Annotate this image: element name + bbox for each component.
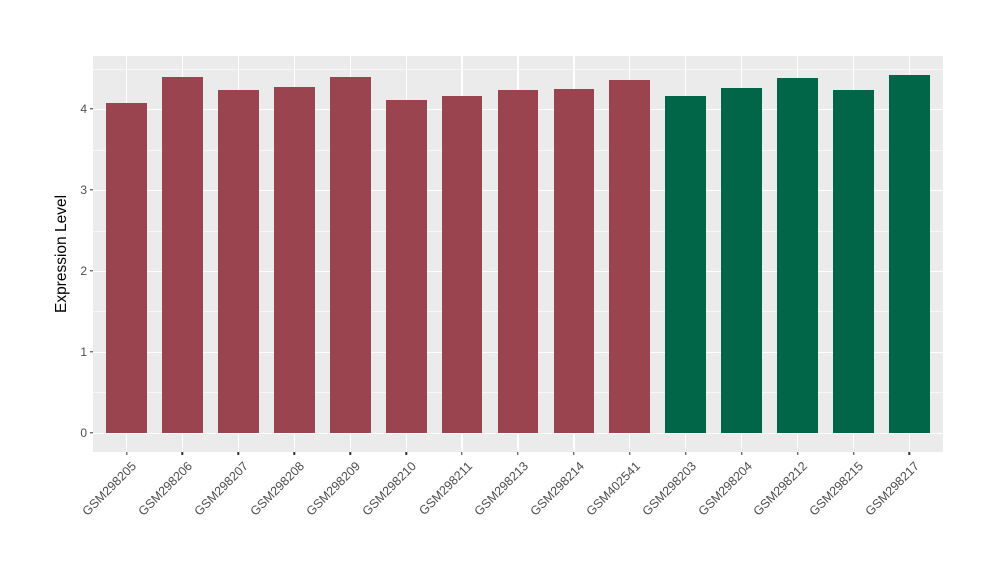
y-tick-label: 0 — [80, 425, 87, 440]
bar-gsm298213 — [497, 90, 539, 433]
bar-gsm298214 — [553, 88, 595, 433]
y-tick-label: 1 — [80, 344, 87, 359]
x-tick-mark — [181, 452, 184, 455]
bar-gsm298209 — [329, 77, 371, 433]
x-tick-mark — [125, 452, 128, 455]
x-tick-label-gsm298212: GSM298212 — [750, 459, 811, 519]
x-tick-mark — [908, 452, 911, 455]
x-tick-mark — [461, 452, 463, 455]
x-tick-label-gsm298209: GSM298209 — [303, 459, 364, 519]
y-tick-mark — [90, 432, 93, 434]
y-tick-label: 2 — [80, 264, 87, 278]
x-tick-label-gsm298215: GSM298215 — [806, 459, 867, 519]
y-tick-label: 4 — [80, 102, 87, 117]
x-tick-label-gsm298208: GSM298208 — [247, 459, 308, 519]
bar-gsm298215 — [833, 89, 874, 433]
x-tick-label-gsm298207: GSM298207 — [191, 459, 252, 519]
y-tick-mark — [90, 108, 93, 110]
x-tick-label-gsm298214: GSM298214 — [527, 459, 587, 519]
x-tick-label-gsm298205: GSM298205 — [79, 459, 140, 519]
bar-gsm298208 — [273, 87, 315, 433]
x-tick-mark — [852, 452, 855, 455]
x-tick-label-gsm298210: GSM298210 — [359, 459, 420, 519]
x-tick-label-gsm402541: GSM402541 — [583, 459, 643, 519]
plot-panel — [93, 56, 943, 452]
y-tick-mark — [90, 270, 93, 272]
x-tick-label-gsm298211: GSM298211 — [416, 459, 475, 518]
y-tick-label: 3 — [80, 183, 87, 198]
bar-gsm298207 — [217, 90, 259, 433]
x-tick-mark — [517, 452, 519, 455]
bar-gsm298205 — [106, 102, 147, 433]
x-tick-label-gsm298204: GSM298204 — [695, 459, 755, 519]
x-tick-mark — [629, 452, 631, 455]
x-tick-mark — [573, 452, 575, 455]
bar-gsm298206 — [162, 76, 203, 433]
y-axis-title: Expression Level — [53, 194, 70, 314]
x-tick-mark — [685, 452, 687, 455]
x-tick-mark — [740, 452, 743, 455]
x-tick-label-gsm298206: GSM298206 — [135, 459, 196, 519]
bar-gsm298210 — [385, 100, 427, 433]
bar-gsm298212 — [777, 78, 818, 433]
bar-gsm298203 — [665, 96, 707, 433]
y-tick-mark — [90, 189, 93, 191]
x-tick-mark — [349, 452, 351, 455]
x-tick-mark — [293, 452, 296, 455]
x-tick-label-gsm298203: GSM298203 — [639, 459, 699, 519]
x-tick-mark — [405, 452, 407, 455]
bar-gsm298204 — [721, 87, 763, 433]
x-tick-mark — [237, 452, 240, 455]
bar-gsm298217 — [889, 75, 930, 433]
x-tick-label-gsm298213: GSM298213 — [471, 459, 531, 519]
x-tick-mark — [796, 452, 799, 455]
x-tick-label-gsm298217: GSM298217 — [862, 459, 923, 519]
bar-gsm298211 — [441, 96, 483, 433]
y-tick-mark — [90, 351, 93, 353]
bar-gsm402541 — [609, 79, 651, 433]
